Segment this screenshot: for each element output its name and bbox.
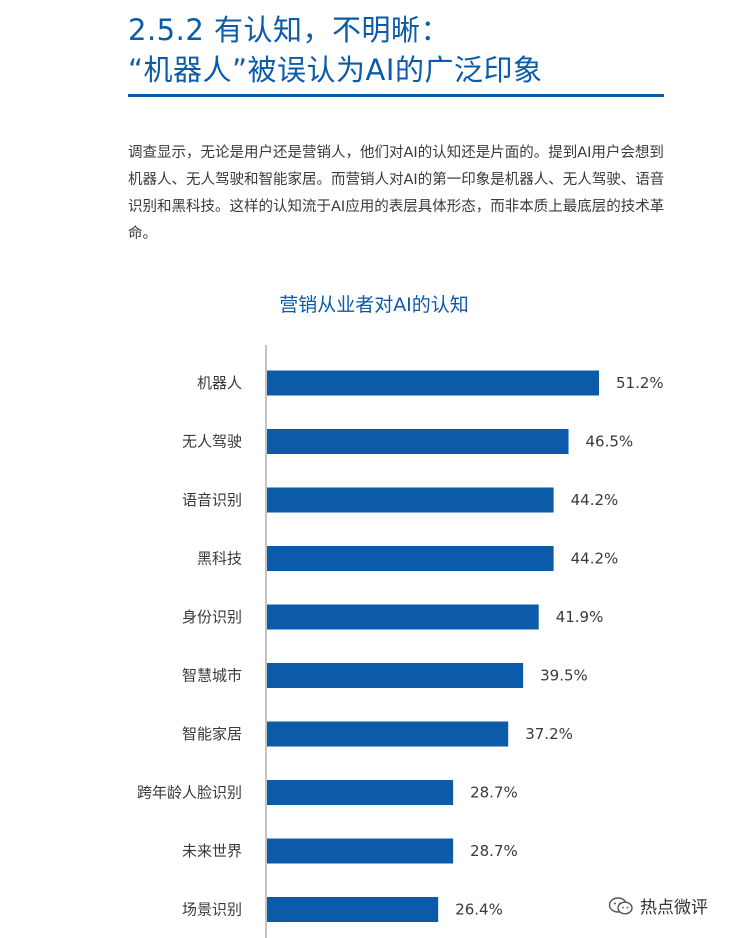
bar-5 — [267, 663, 524, 688]
wechat-icon — [608, 896, 633, 915]
bar-7 — [267, 780, 454, 805]
intro-paragraph: 调查显示，无论是用户还是营销人，他们对AI的认知还是片面的。提到AI用户会想到机… — [128, 145, 665, 242]
value-label: 28.7% — [470, 842, 518, 860]
heading-line-1: 2.5.2 有认知，不明晰： — [128, 13, 451, 47]
watermark-text: 热点微评 — [640, 898, 708, 918]
bar-0 — [267, 370, 599, 396]
category-label: 黑科技 — [197, 550, 242, 568]
category-label: 未来世界 — [182, 842, 242, 860]
watermark: 热点微评 — [608, 893, 708, 918]
heading-line-2: “机器人”被误认为AI的广泛印象 — [128, 53, 543, 87]
value-label: 46.5% — [586, 433, 634, 451]
value-label: 37.2% — [525, 725, 573, 743]
bar-1 — [267, 429, 569, 454]
value-label: 39.5% — [540, 667, 588, 685]
category-label: 智慧城市 — [182, 667, 242, 685]
section-heading: 2.5.2 有认知，不明晰： “机器人”被误认为AI的广泛印象 — [128, 10, 663, 90]
bar-2 — [267, 487, 554, 513]
value-label: 51.2% — [616, 374, 664, 392]
category-label: 语音识别 — [182, 491, 242, 509]
heading-divider — [128, 94, 664, 97]
category-label: 场景识别 — [182, 901, 242, 919]
value-label: 28.7% — [470, 784, 518, 802]
category-label: 机器人 — [197, 374, 242, 392]
bar-6 — [267, 721, 509, 747]
bar-3 — [267, 546, 554, 571]
value-label: 26.4% — [455, 901, 503, 919]
value-label: 44.2% — [571, 550, 619, 568]
category-label: 身份识别 — [182, 608, 242, 626]
bar-8 — [267, 838, 454, 864]
category-label: 跨年龄人脸识别 — [137, 784, 242, 802]
bar-4 — [267, 604, 539, 630]
bar-9 — [267, 897, 439, 922]
chart-title: 营销从业者对AI的认知 — [279, 294, 469, 316]
value-label: 44.2% — [571, 491, 619, 509]
value-label: 41.9% — [556, 608, 604, 626]
category-label: 智能家居 — [182, 725, 242, 743]
category-label: 无人驾驶 — [182, 433, 242, 451]
